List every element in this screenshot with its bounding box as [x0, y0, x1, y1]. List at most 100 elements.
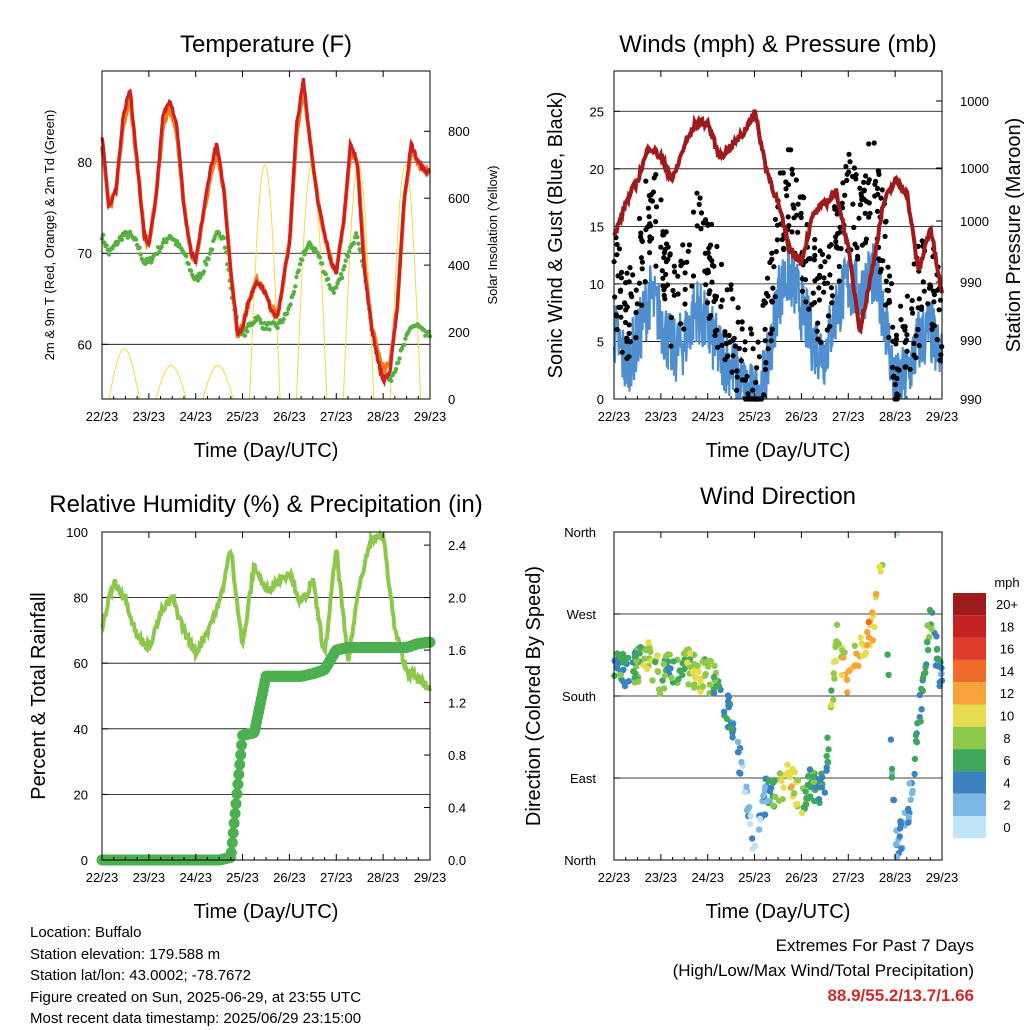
winds-right-tick-label: 990: [960, 392, 982, 407]
dewpoint-point: [174, 238, 180, 244]
gust-point: [861, 179, 867, 185]
gust-point: [789, 166, 795, 172]
gust-point: [734, 387, 740, 393]
gust-point: [763, 360, 769, 366]
direction-point: [857, 634, 864, 641]
direction-point: [839, 647, 846, 654]
dewpoint-point: [347, 249, 352, 254]
gust-point: [902, 339, 908, 345]
gust-point: [916, 296, 922, 302]
gust-point: [738, 358, 744, 364]
direction-point: [680, 650, 688, 657]
temperature-xlabel: Time (Day/UTC): [194, 440, 339, 462]
dewpoint-point: [188, 268, 194, 273]
gust-point: [916, 343, 922, 349]
gust-point: [762, 366, 769, 373]
gust-point: [682, 270, 688, 276]
temperature-right-tick-label: 600: [448, 191, 470, 206]
gust-point: [779, 236, 785, 243]
gust-point: [769, 326, 775, 332]
humidity-ytick-label: 0: [81, 853, 88, 868]
gust-point: [888, 281, 895, 287]
gust-point: [653, 219, 659, 225]
winds-ytick-label: 20: [590, 162, 604, 177]
gust-point: [722, 329, 728, 335]
legend-label: 2: [1003, 798, 1010, 813]
gust-point: [898, 317, 904, 323]
gust-point: [907, 366, 913, 372]
direction-point: [819, 774, 826, 781]
winds-right-ylabel: Station Pressure (Maroon): [1003, 118, 1024, 353]
humidity-xtick-label: 25/23: [226, 870, 259, 885]
temperature-ytick-label: 80: [78, 155, 92, 170]
gust-point: [826, 254, 832, 260]
direction-point: [833, 638, 840, 645]
gust-point: [638, 255, 645, 261]
gust-point: [902, 364, 908, 370]
humidity-xtick-label: 23/23: [133, 870, 166, 885]
gust-point: [694, 190, 700, 196]
gust-point: [749, 331, 755, 337]
direction-point: [911, 770, 918, 778]
direction-point: [662, 652, 670, 660]
dewpoint-point: [297, 262, 303, 267]
gust-point: [872, 193, 878, 199]
legend-swatch: [953, 593, 986, 616]
direction-point: [652, 658, 659, 666]
direction-point: [675, 676, 682, 683]
winds-ylabel: Sonic Wind & Gust (Blue, Black): [545, 92, 567, 379]
direction-point: [621, 682, 629, 690]
direction-point: [887, 736, 895, 743]
direction-point: [743, 783, 750, 790]
direction-point: [916, 691, 923, 699]
dewpoint-point: [184, 253, 189, 259]
gust-point: [675, 273, 681, 279]
gust-point: [789, 229, 795, 235]
gust-point: [709, 279, 715, 285]
gust-point: [871, 140, 877, 146]
dewpoint-point: [157, 249, 162, 255]
gust-point: [745, 391, 751, 397]
legend-label: 16: [1000, 642, 1014, 657]
gust-point: [826, 243, 833, 249]
dewpoint-point: [198, 275, 203, 280]
gust-point: [904, 293, 911, 299]
direction-point: [843, 676, 851, 683]
gust-point: [769, 250, 775, 256]
gust-point: [898, 303, 904, 309]
gust-point: [847, 159, 853, 165]
gust-point: [624, 270, 630, 276]
gust-point: [735, 305, 741, 311]
direction-point: [788, 783, 795, 790]
dewpoint-point: [201, 269, 207, 274]
direction-point: [821, 789, 828, 796]
gust-point: [875, 168, 882, 174]
direction-point: [800, 804, 808, 811]
gust-point: [689, 283, 695, 289]
gust-point: [705, 300, 711, 306]
direction-point: [632, 670, 639, 677]
gust-point: [893, 341, 899, 347]
dewpoint-point: [424, 333, 429, 338]
humidity-ytick-label: 80: [74, 591, 88, 606]
gust-point: [859, 197, 865, 203]
winds-xtick-label: 23/23: [645, 409, 678, 424]
direction-point: [641, 655, 648, 662]
gust-point: [696, 201, 702, 207]
direction-point: [851, 662, 858, 670]
direction-point: [715, 683, 723, 690]
winds-ytick-label: 25: [590, 104, 604, 119]
direction-point: [755, 826, 763, 833]
direction-point: [654, 668, 662, 675]
gust-point: [921, 288, 927, 294]
direction-point: [702, 670, 709, 678]
winds-right-tick-label: 1000: [960, 94, 989, 109]
dewpoint-point: [159, 244, 164, 249]
gust-point: [859, 242, 866, 248]
legend-swatch: [953, 659, 986, 683]
humidity-ytick-label: 60: [74, 656, 88, 671]
gust-point: [893, 336, 900, 342]
humidity-xtick-label: 27/23: [320, 870, 353, 885]
direction-xtick-label: 29/23: [926, 870, 959, 885]
gust-point: [909, 306, 915, 312]
